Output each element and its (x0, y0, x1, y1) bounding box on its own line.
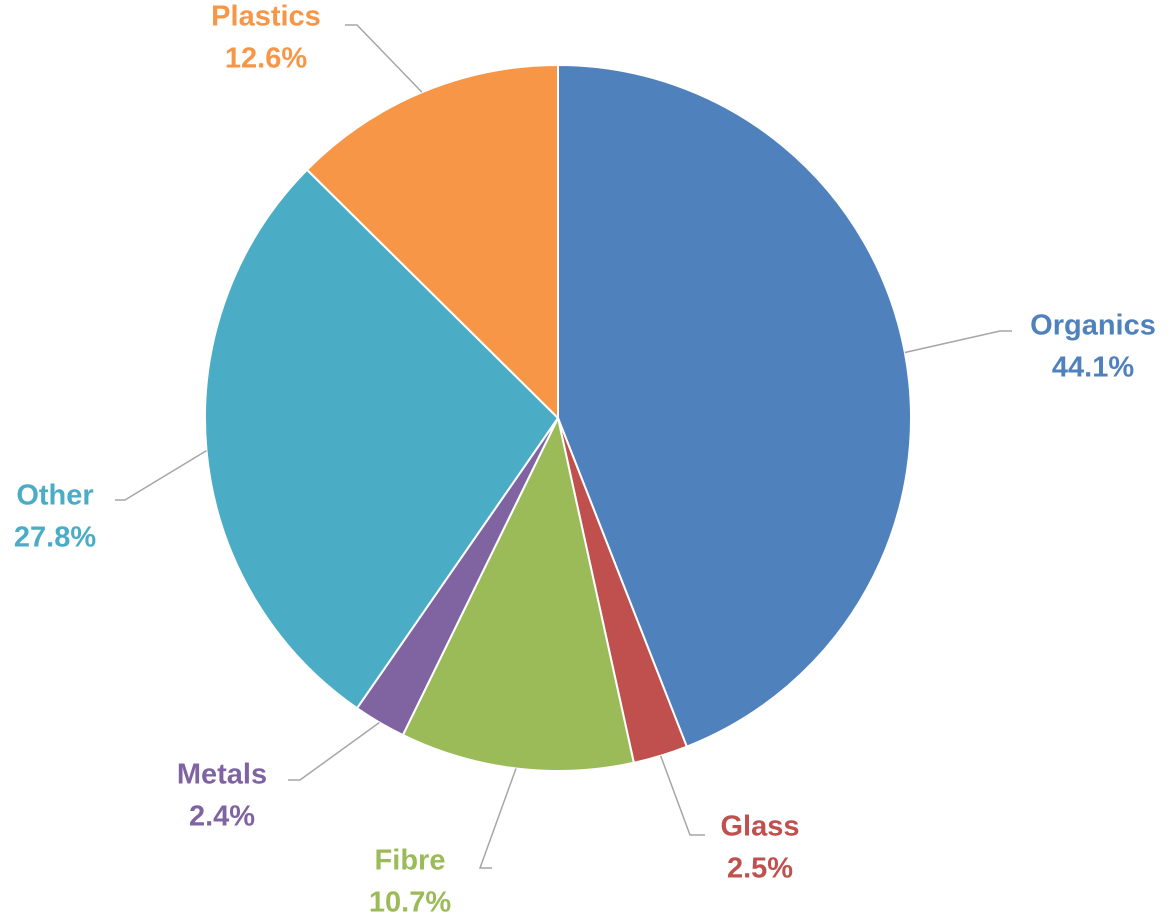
value-label: 2.5% (727, 853, 793, 885)
leader-line (288, 721, 380, 781)
pie-slice (557, 63, 912, 748)
pie-slice (401, 414, 636, 772)
slice-label: Organics (1030, 310, 1156, 342)
value-label: 44.1% (1052, 352, 1134, 384)
leader-line (904, 330, 1012, 354)
leader-line (345, 24, 423, 93)
slice-label: Metals (177, 759, 267, 791)
pie-slice (204, 168, 560, 710)
slice-label: Plastics (211, 1, 321, 33)
leader-line (478, 768, 517, 869)
value-label: 2.4% (189, 801, 255, 833)
slice-label: Fibre (375, 845, 446, 877)
slice-label: Glass (721, 811, 800, 843)
value-label: 12.6% (225, 43, 307, 75)
slice-label: Other (16, 480, 93, 512)
value-label: 10.7% (369, 887, 451, 919)
leader-line (659, 755, 705, 836)
leader-line (115, 449, 207, 501)
value-label: 27.8% (14, 522, 96, 554)
